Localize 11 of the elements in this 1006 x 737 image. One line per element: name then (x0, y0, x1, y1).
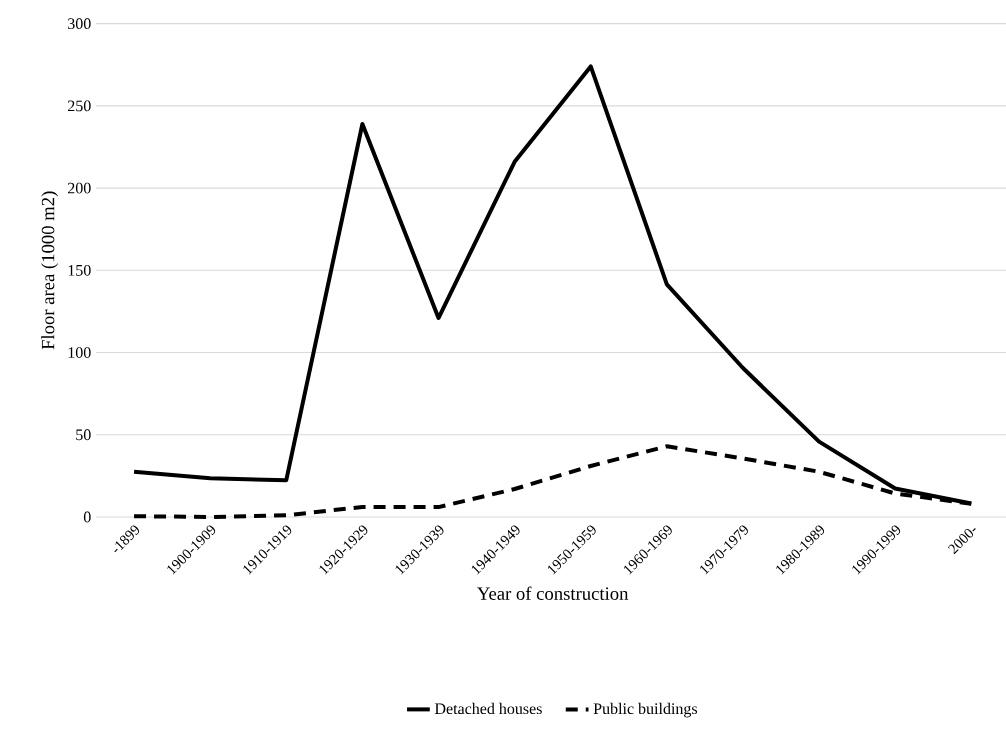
y-tick-label: 100 (68, 347, 91, 358)
y-tick-label: 300 (68, 18, 91, 30)
y-tick-label: 200 (68, 182, 91, 194)
legend-label: Detached houses (434, 702, 542, 715)
y-axis-title: Floor area (1000 m2) (41, 191, 59, 350)
y-tick-label: 0 (83, 511, 91, 523)
legend-label: Public buildings (593, 702, 698, 718)
y-tick-label: 50 (76, 429, 91, 441)
x-axis-title: Year of construction (477, 586, 629, 600)
y-tick-label: 150 (68, 264, 91, 276)
y-tick-label: 250 (68, 100, 91, 112)
